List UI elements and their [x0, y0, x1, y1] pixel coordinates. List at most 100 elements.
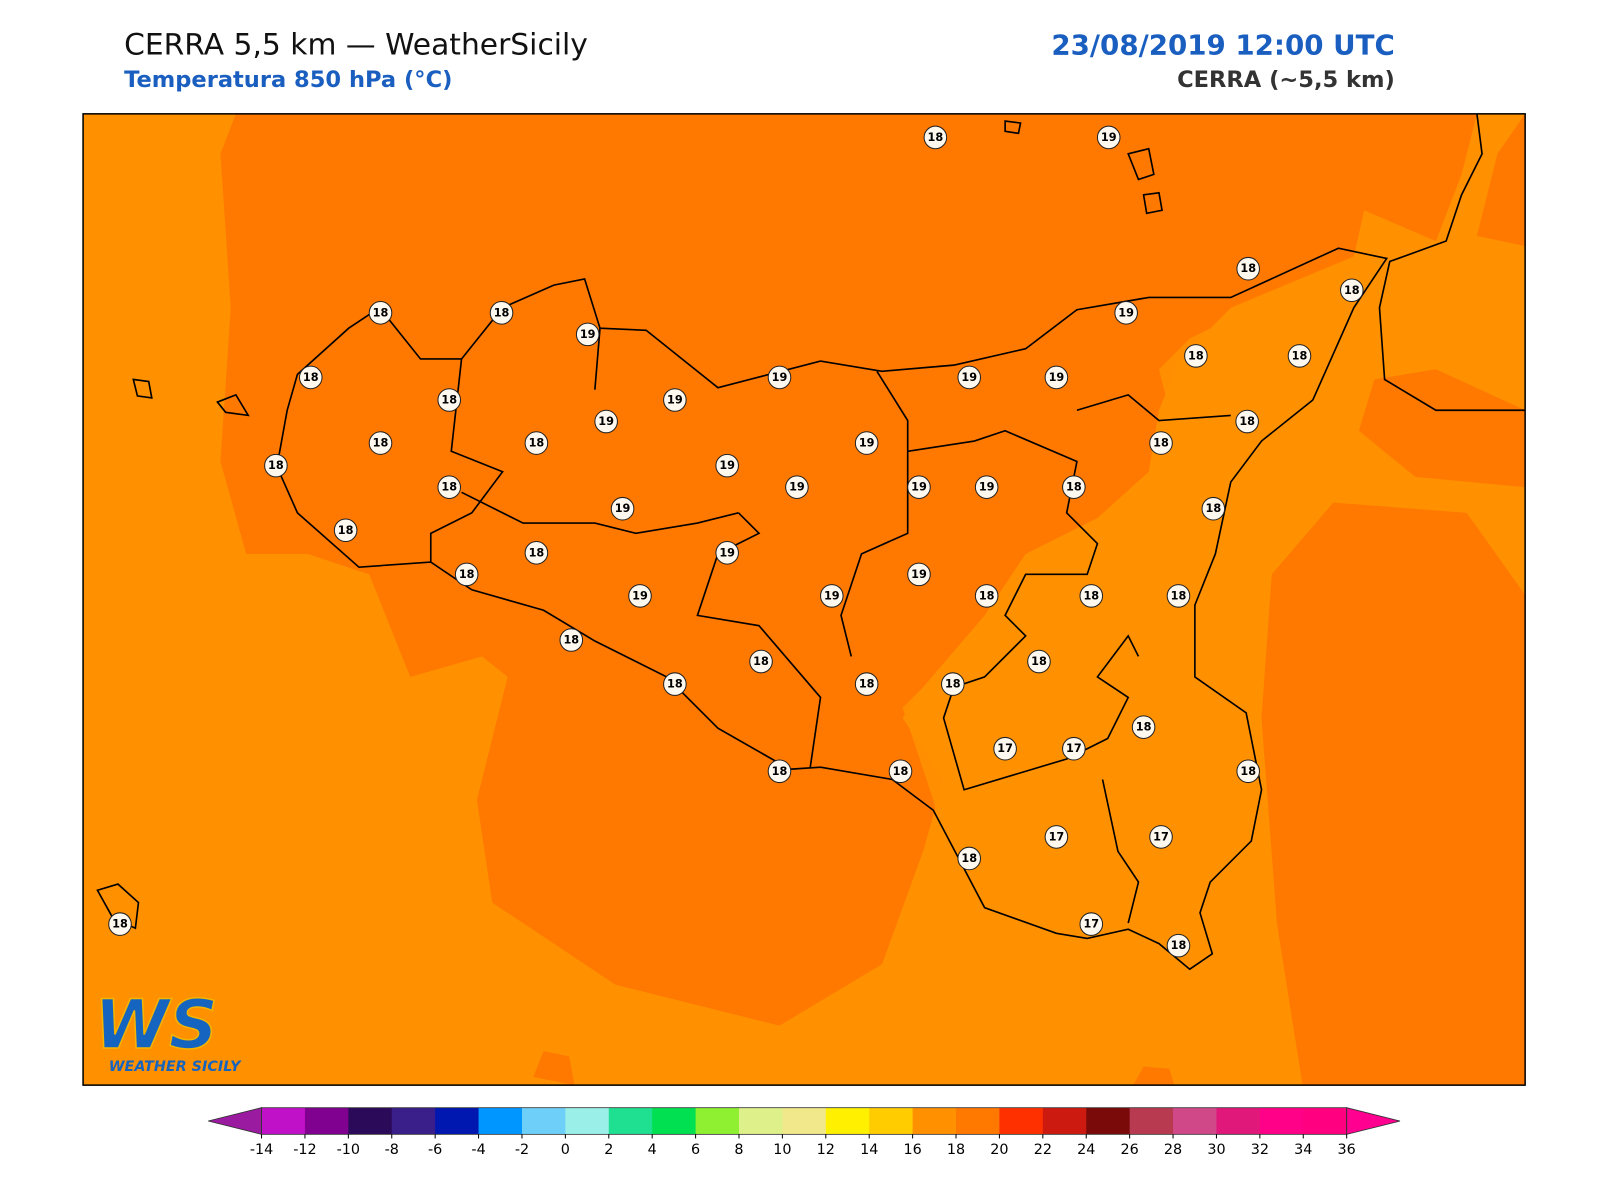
station-marker	[437, 475, 462, 499]
colorbar-bin	[1129, 1107, 1174, 1135]
station-marker	[594, 409, 618, 434]
station: 18	[454, 562, 479, 587]
coastlines	[96, 113, 1526, 971]
station-value: 17	[997, 742, 1013, 755]
station-value: 18	[928, 131, 944, 144]
station-value: 18	[1136, 721, 1152, 734]
station: 18	[1166, 933, 1191, 958]
colorbar-bin	[782, 1107, 827, 1135]
station-value: 18	[1171, 589, 1187, 602]
station: 18	[1201, 496, 1226, 521]
station-marker	[524, 541, 549, 565]
station-marker	[1044, 365, 1069, 390]
station-marker	[907, 475, 931, 499]
station-marker	[767, 759, 792, 784]
station: 18	[1166, 584, 1191, 608]
station-marker	[957, 365, 982, 390]
colorbar-tick-label: -4	[471, 1142, 485, 1158]
stations: 18 19 18 18 18 18 19 19 18 19 19 19 18 18 18 19 19 18 18 18…	[108, 125, 1364, 958]
station-marker	[524, 431, 549, 455]
station: 18	[941, 672, 965, 696]
station-marker	[1096, 125, 1121, 150]
station-value: 17	[1083, 918, 1099, 931]
field-20	[220, 113, 1526, 1086]
station-marker	[1166, 584, 1191, 608]
station-value: 19	[1118, 306, 1134, 319]
station-value: 18	[529, 546, 545, 559]
station-marker	[628, 584, 652, 608]
station-marker	[1062, 475, 1086, 499]
station: 18	[1149, 431, 1173, 455]
station-value: 18	[112, 918, 128, 931]
map: 18 19 18 18 18 18 19 19 18 19 19 19 18 18 18 19 19 18 18 18…	[83, 113, 1526, 1086]
colorbar-bin	[391, 1107, 436, 1135]
colorbar-under	[208, 1107, 262, 1135]
station-marker	[854, 431, 879, 455]
colorbar-tick-label: 16	[903, 1142, 921, 1158]
station-marker	[1079, 584, 1104, 608]
station: 17	[993, 736, 1017, 761]
station: 18	[1236, 759, 1260, 784]
station: 19	[854, 431, 879, 455]
station-value: 18	[893, 765, 909, 778]
colorbar-tick-label: 10	[773, 1142, 791, 1158]
colorbar: -14 -12 -10 -8 -6 -4 -2 0 2 4 6 8 10 12 14 16 18 20 22 24 26…	[208, 1107, 1401, 1158]
station: 19	[957, 365, 982, 390]
station-marker	[454, 562, 479, 587]
station-marker	[1339, 278, 1364, 303]
station-marker	[907, 562, 931, 587]
station-value: 18	[979, 589, 995, 602]
station-value: 19	[1049, 371, 1065, 384]
colorbar-bin	[478, 1107, 523, 1135]
station-value: 18	[338, 524, 354, 537]
colorbar-bin	[912, 1107, 957, 1135]
station-value: 18	[945, 678, 961, 691]
station: 18	[108, 912, 132, 936]
station-marker	[888, 759, 913, 784]
station: 19	[819, 584, 844, 608]
station-value: 17	[1153, 830, 1169, 843]
station-value: 19	[911, 481, 927, 494]
station-marker	[559, 628, 584, 652]
logo: WS WEATHER SICILY	[94, 984, 243, 1074]
colorbar-bin	[304, 1107, 349, 1135]
station-value: 18	[753, 655, 769, 668]
station-value: 18	[441, 481, 457, 494]
station-marker	[974, 584, 999, 608]
colorbar-tick-label: -14	[250, 1142, 273, 1158]
colorbar-tick-label: -2	[515, 1142, 529, 1158]
station: 19	[715, 453, 739, 478]
colorbar-tick-label: 0	[561, 1142, 570, 1158]
station-value: 19	[598, 415, 614, 428]
station-value: 19	[772, 371, 788, 384]
subtitle: Temperatura 850 hPa (°C)	[124, 67, 452, 93]
colorbar-bin	[435, 1107, 480, 1135]
colorbar-over	[1346, 1107, 1401, 1135]
station: 19	[974, 475, 999, 499]
station-marker	[1079, 912, 1104, 936]
station-value: 19	[667, 394, 683, 407]
station: 19	[767, 365, 792, 390]
station-marker	[1149, 825, 1173, 849]
colorbar-tick-label: -12	[293, 1142, 316, 1158]
station-value: 18	[1240, 262, 1256, 275]
colorbar-tick-label: 18	[947, 1142, 965, 1158]
colorbar-bin	[956, 1107, 1000, 1135]
station-marker	[923, 125, 948, 150]
colorbar-bin	[261, 1107, 306, 1135]
station-marker	[1149, 431, 1173, 455]
station: 18	[1079, 584, 1104, 608]
station-marker	[1236, 256, 1260, 281]
station: 18	[957, 846, 982, 871]
station-value: 19	[979, 481, 995, 494]
station-marker	[854, 672, 879, 696]
station: 17	[1044, 825, 1069, 849]
station: 18	[1062, 475, 1086, 499]
station: 18	[854, 672, 879, 696]
colorbar-bin	[1173, 1107, 1217, 1135]
station-value: 18	[772, 765, 788, 778]
station-value: 18	[1188, 349, 1204, 362]
colorbar-tick-label: -6	[428, 1142, 442, 1158]
station-marker	[957, 846, 982, 871]
station-value: 18	[1344, 284, 1360, 297]
